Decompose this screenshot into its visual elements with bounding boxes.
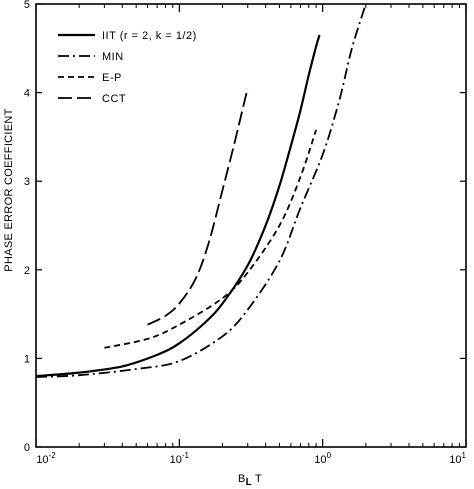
x-axis-title-base: B xyxy=(238,473,246,485)
legend: IIT (r = 2, k = 1/2) MIN E-P CCT xyxy=(58,30,197,105)
y-tick-label: 0 xyxy=(24,442,30,454)
y-tick-label: 5 xyxy=(24,0,30,11)
x-tick-label-exponent: 0 xyxy=(327,451,332,460)
legend-label-3: E-P xyxy=(102,72,122,84)
x-tick-label-base: 10 xyxy=(314,454,326,466)
legend-label-4: CCT xyxy=(102,93,126,105)
x-axis-title: BL T xyxy=(238,473,262,488)
x-tick-label-exponent: -1 xyxy=(182,451,190,460)
x-axis-title-subscript: L xyxy=(246,477,252,488)
y-tick-label: 2 xyxy=(24,265,30,277)
y-tick-label: 1 xyxy=(24,353,30,365)
y-tick-label: 3 xyxy=(24,176,30,188)
series-line-3 xyxy=(104,129,317,349)
x-tick-label: 101 xyxy=(449,451,466,466)
x-axis-title-suffix: T xyxy=(255,473,262,485)
x-tick-label: 100 xyxy=(314,451,331,466)
plot-frame xyxy=(35,3,467,448)
y-tick-label: 4 xyxy=(24,88,30,100)
legend-label-1: IIT (r = 2, k = 1/2) xyxy=(102,30,197,42)
x-tick-label-base: 10 xyxy=(170,454,182,466)
series-line-4 xyxy=(147,87,249,326)
x-tick-label: 10-2 xyxy=(36,451,56,466)
x-tick-label: 10-1 xyxy=(170,451,190,466)
x-tick-label-base: 10 xyxy=(36,454,48,466)
legend-label-2: MIN xyxy=(102,51,124,63)
y-axis-title: PHASE ERROR COEFFICIENT xyxy=(3,108,15,271)
x-tick-label-base: 10 xyxy=(449,454,461,466)
series-group xyxy=(35,3,367,378)
x-tick-label-exponent: -2 xyxy=(49,451,57,460)
x-tick-label-exponent: 1 xyxy=(462,451,467,460)
series-line-1 xyxy=(35,34,321,378)
axes-frame-group xyxy=(35,3,467,448)
series-line-2 xyxy=(35,3,367,378)
tick-marks-group xyxy=(35,3,467,448)
